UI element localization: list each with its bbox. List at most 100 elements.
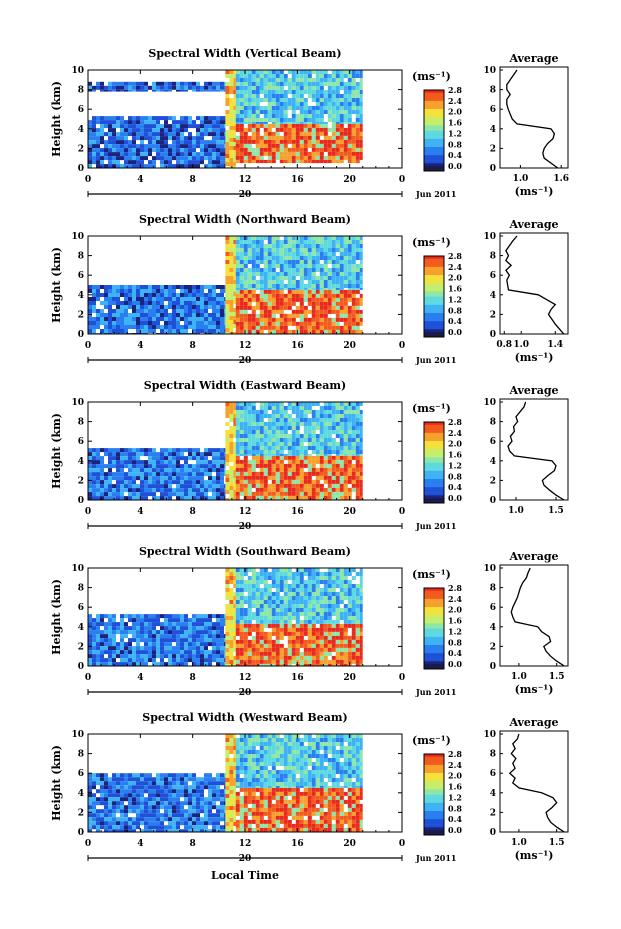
heatmap-cell (255, 94, 260, 98)
heatmap-cell (96, 630, 100, 635)
heatmap-cell (128, 464, 132, 469)
heatmap-cell (255, 639, 260, 644)
heatmap-cell (124, 301, 128, 305)
heatmap-cell (291, 82, 296, 86)
heatmap-cell (331, 86, 336, 90)
heatmap-cell (243, 463, 248, 468)
heatmap-cell (283, 301, 288, 306)
heatmap-cell (283, 110, 288, 114)
heatmap-cell (156, 646, 160, 651)
heatmap-cell (355, 434, 360, 438)
heatmap-cell (323, 329, 328, 334)
heatmap-cell (164, 148, 168, 153)
heatmap-cell (335, 471, 340, 476)
heatmap-cell (224, 452, 226, 457)
heatmap-cell (124, 476, 128, 481)
heatmap-cell (152, 148, 156, 153)
heatmap-cell (271, 155, 276, 160)
heatmap-cell (315, 305, 320, 310)
heatmap-cell (160, 634, 164, 639)
heatmap-cell (184, 650, 188, 655)
heatmap-cell (235, 446, 240, 450)
heatmap-cell (359, 86, 363, 90)
heatmap-cell (196, 289, 200, 293)
heatmap-cell (136, 654, 140, 659)
heatmap-cell (224, 144, 226, 149)
heatmap-cell (233, 300, 236, 304)
heatmap-cell (184, 156, 188, 161)
heatmap-cell (263, 123, 268, 128)
heatmap-cell (180, 622, 184, 627)
heatmap-cell (355, 442, 360, 446)
heatmap-cell (216, 89, 220, 92)
heatmap-cell (279, 86, 284, 90)
heatmap-cell (224, 456, 226, 461)
heatmap-cell (196, 313, 200, 317)
heatmap-cell (168, 132, 172, 137)
panel-title: Spectral Width (Vertical Beam) (148, 47, 341, 60)
heatmap-cell (239, 106, 244, 110)
heatmap-cell (299, 131, 304, 136)
heatmap-cell (164, 614, 168, 619)
heatmap-cell (259, 442, 264, 446)
heatmap-cell (351, 70, 356, 74)
heatmap-cell (267, 406, 272, 410)
heatmap-cell (104, 317, 108, 321)
heatmap-cell (160, 160, 164, 165)
heatmap-cell (188, 480, 192, 485)
heatmap-cell (212, 646, 216, 651)
heatmap-cell (303, 293, 308, 298)
heatmap-cell (208, 313, 212, 317)
heatmap-cell (319, 123, 324, 128)
heatmap-cell (359, 329, 363, 334)
heatmap-cell (160, 317, 164, 321)
heatmap-cell (267, 491, 272, 496)
heatmap-cell (299, 446, 304, 450)
heatmap-cell (229, 624, 234, 628)
heatmap-cell (172, 81, 176, 86)
heatmap-cell (319, 463, 324, 468)
heatmap-cell (323, 236, 328, 240)
heatmap-cell (307, 114, 312, 118)
heatmap-cell (140, 614, 144, 619)
heatmap-cell (331, 118, 336, 122)
heatmap-cell (311, 139, 316, 144)
heatmap-cell (233, 236, 236, 240)
heatmap-cell (208, 297, 212, 301)
heatmap-cell (263, 438, 268, 442)
heatmap-cell (196, 301, 200, 305)
heatmap-cell (271, 90, 276, 94)
heatmap-cell (120, 476, 124, 481)
colorbar-segment (424, 492, 444, 496)
heatmap-cell (311, 143, 316, 148)
heatmap-cell (229, 458, 234, 462)
heatmap-cell (291, 264, 296, 268)
heatmap-cell (132, 305, 136, 309)
heatmap-cell (267, 454, 272, 456)
colorbar-segment (424, 272, 444, 276)
heatmap-cell (275, 74, 280, 78)
colorbar-segment (424, 489, 444, 493)
heatmap-cell (104, 658, 108, 663)
heatmap-cell (184, 289, 188, 293)
heatmap-cell (323, 410, 328, 414)
heatmap-cell (279, 114, 284, 118)
heatmap-cell (120, 329, 124, 333)
heatmap-cell (271, 289, 276, 294)
heatmap-cell (339, 268, 344, 272)
heatmap-cell (224, 472, 226, 477)
heatmap-cell (243, 297, 248, 302)
heatmap-cell (307, 244, 312, 248)
heatmap-cell (263, 244, 268, 248)
heatmap-cell (323, 284, 328, 288)
heatmap-cell (343, 479, 348, 484)
heatmap-cell (295, 627, 300, 632)
heatmap-cell (176, 89, 180, 92)
heatmap-cell (315, 301, 320, 306)
heatmap-cell (251, 114, 256, 118)
heatmap-cell (204, 638, 208, 643)
heatmap-cell (124, 464, 128, 469)
heatmap-cell (335, 127, 340, 132)
heatmap-cell (128, 456, 132, 461)
heatmap-cell (225, 632, 230, 636)
